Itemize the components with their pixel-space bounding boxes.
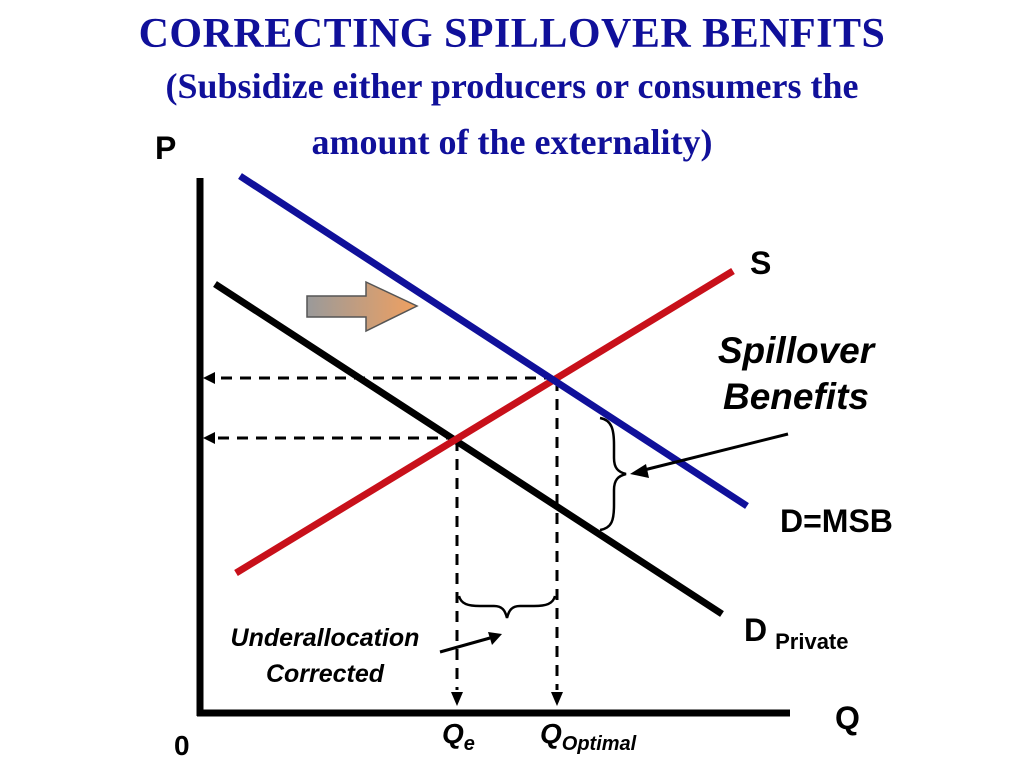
qopt-sub: Optimal: [561, 733, 637, 755]
shift-arrow: [306, 280, 419, 333]
pe-arrowhead: [203, 432, 215, 444]
spillover-benefits-label: Spillover Benefits: [686, 328, 906, 420]
demand-private-label: D Private: [744, 612, 849, 654]
qe-sub: e: [463, 733, 475, 755]
underallocation-brace: [457, 595, 557, 619]
supply-label: S: [750, 245, 772, 281]
demand-msb-curve: [238, 173, 749, 509]
demand-private-main: D: [744, 612, 768, 648]
qopt-label: QOptimal: [540, 718, 636, 755]
spillover-pointer-head: [630, 464, 649, 478]
spillover-line-2: Benefits: [723, 376, 869, 417]
demand-private-curve: [213, 281, 724, 617]
guide-lines: [212, 376, 559, 690]
p-optimal-arrowhead: [203, 372, 215, 384]
x-axis-label: Q: [835, 700, 860, 736]
spillover-line-1: Spillover: [717, 330, 875, 371]
qe-label: Qe: [442, 718, 475, 755]
demand-private-sub: Private: [775, 629, 849, 654]
demand-msb-label: D=MSB: [780, 503, 893, 539]
y-axis-label: P: [155, 130, 177, 166]
qe-arrowhead: [451, 692, 463, 706]
spillover-pointer-line: [643, 432, 789, 472]
origin-label: 0: [174, 730, 190, 761]
qopt-main: Q: [540, 718, 562, 749]
subtitle-line-2: amount of the externality): [311, 122, 713, 162]
subtitle-line-1: (Subsidize either producers or consumers…: [165, 66, 859, 106]
qe-main: Q: [442, 718, 464, 749]
underallocation-corrected-label: Underallocation Corrected: [200, 620, 450, 692]
page-subtitle: (Subsidize either producers or consumers…: [0, 58, 1024, 170]
supply-curve: [234, 268, 735, 576]
qopt-arrowhead: [551, 692, 563, 706]
underalloc-line-1: Underallocation: [230, 624, 420, 652]
spillover-brace: [599, 416, 627, 532]
underalloc-pointer-head: [488, 632, 502, 645]
underalloc-pointer-line: [439, 636, 491, 654]
underalloc-line-2: Corrected: [265, 660, 385, 688]
page-title: CORRECTING SPILLOVER BENFITS: [138, 11, 886, 57]
